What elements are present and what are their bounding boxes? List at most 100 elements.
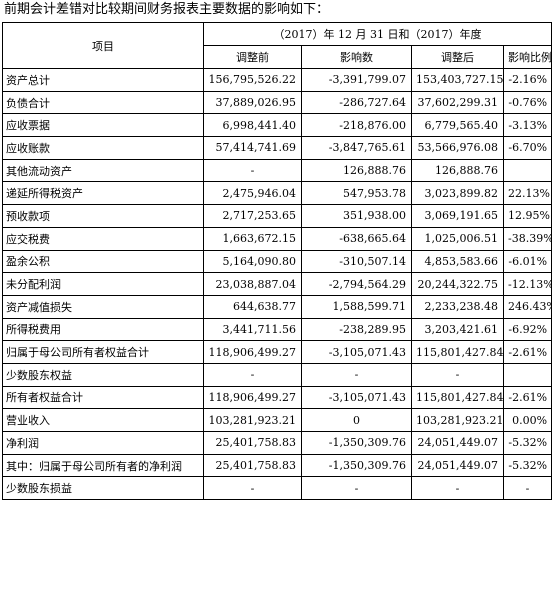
cell-after: 103,281,923.21 xyxy=(411,408,504,432)
cell-impact: -310,507.14 xyxy=(301,249,412,274)
row-label: 少数股东损益 xyxy=(2,476,204,501)
cell-after: 3,069,191.65 xyxy=(411,204,504,228)
cell-before: 156,795,526.22 xyxy=(203,68,302,92)
table-row: 少数股东权益 - - - xyxy=(2,362,553,387)
cell-ratio: 0.00% xyxy=(502,408,553,432)
cell-ratio xyxy=(502,158,553,183)
cell-after: 37,602,299.31 xyxy=(411,90,504,115)
table-row: 负债合计 37,889,026.95 -286,727.64 37,602,299.3… xyxy=(2,90,553,115)
cell-after: 126,888.76 xyxy=(411,158,504,183)
row-label: 归属于母公司所有者权益合计 xyxy=(2,340,204,364)
table-row: 应收票据 6,998,441.40 -218,876.00 6,779,565.40-… xyxy=(2,113,553,138)
cell-after: 20,244,322.75 xyxy=(411,272,504,296)
cell-after: 115,801,427.84 xyxy=(411,340,504,364)
cell-before: - xyxy=(203,362,302,387)
cell-before: 37,889,026.95 xyxy=(203,90,302,115)
cell-after: - xyxy=(411,362,504,387)
cell-after: 3,023,899.82 xyxy=(411,181,504,206)
table-row: 预收款项 2,717,253.65 351,938.00 3,069,191.65 12… xyxy=(2,204,553,228)
cell-after: 2,233,238.48 xyxy=(411,294,504,319)
cell-before: 25,401,758.83 xyxy=(203,431,302,455)
cell-ratio xyxy=(502,362,553,387)
cell-before: 2,475,946.04 xyxy=(203,181,302,206)
cell-before: 23,038,887.04 xyxy=(203,272,302,296)
cell-ratio: -2.61% xyxy=(502,385,553,410)
cell-before: 1,663,672.15 xyxy=(203,226,302,251)
cell-impact: -2,794,564.29 xyxy=(301,272,412,296)
cell-ratio: -2.61% xyxy=(502,340,553,364)
table-body: 资产总计 156,795,526.22 -3,391,799.07 153,403,7… xyxy=(2,68,553,501)
table-row: 其他流动资产 -126,888.76 126,888.76 xyxy=(2,158,553,183)
cell-before: 25,401,758.83 xyxy=(203,453,302,478)
row-label: 净利润 xyxy=(2,431,204,455)
row-label: 应交税费 xyxy=(2,226,204,251)
restatement-table: 项目 （2017）年 12 月 31 日和（2017）年度 调整前 影响数 调整… xyxy=(2,22,553,501)
table-row: 递延所得税资产 2,475,946.04 547,953.78 3,023,899.8… xyxy=(2,181,553,206)
cell-after: 4,853,583.66 xyxy=(411,249,504,274)
cell-impact: -286,727.64 xyxy=(301,90,412,115)
table-row: 资产总计 156,795,526.22 -3,391,799.07 153,403,7… xyxy=(2,68,553,92)
row-label: 负债合计 xyxy=(2,90,204,115)
cell-impact: -3,847,765.61 xyxy=(301,136,412,160)
cell-before: 3,441,711.56 xyxy=(203,317,302,342)
column-header-before: 调整前 xyxy=(203,45,302,69)
cell-ratio: -12.13% xyxy=(502,272,553,296)
row-label: 盈余公积 xyxy=(2,249,204,274)
column-header-ratio: 影响比例 xyxy=(502,45,553,69)
period-header: （2017）年 12 月 31 日和（2017）年度 xyxy=(202,22,553,46)
cell-after: 3,203,421.61 xyxy=(411,317,504,342)
cell-impact: -238,289.95 xyxy=(301,317,412,342)
cell-before: 6,998,441.40 xyxy=(203,113,302,138)
cell-after: 6,779,565.40 xyxy=(411,113,504,138)
cell-impact: - xyxy=(301,476,412,501)
cell-impact: -3,105,071.43 xyxy=(301,340,412,364)
row-label: 资产总计 xyxy=(2,68,204,92)
table-row: 资产减值损失 644,638.77 1,588,599.71 2,233,238.48… xyxy=(2,294,553,319)
cell-impact: -1,350,309.76 xyxy=(301,453,412,478)
cell-impact: 351,938.00 xyxy=(301,204,412,228)
table-row: 归属于母公司所有者权益合计 118,906,499.27 -3,105,071.43… xyxy=(2,340,553,364)
row-label: 营业收入 xyxy=(2,408,204,432)
row-label: 少数股东权益 xyxy=(2,362,204,387)
cell-after: 24,051,449.07 xyxy=(411,453,504,478)
cell-impact: -1,350,309.76 xyxy=(301,431,412,455)
table-row: 应收账款 57,414,741.69 -3,847,765.61 53,566,976… xyxy=(2,136,553,160)
table-row: 未分配利润 23,038,887.04 -2,794,564.29 20,244,32… xyxy=(2,272,553,296)
row-label: 所有者权益合计 xyxy=(2,385,204,410)
cell-impact: 1,588,599.71 xyxy=(301,294,412,319)
row-label: 预收款项 xyxy=(2,204,204,228)
cell-before: - xyxy=(203,158,302,183)
cell-before: 103,281,923.21 xyxy=(203,408,302,432)
table-row: 少数股东损益 - - - - xyxy=(2,476,553,501)
cell-after: 24,051,449.07 xyxy=(411,431,504,455)
table-row: 所有者权益合计 118,906,499.27 -3,105,071.43 115,80… xyxy=(2,385,553,410)
cell-ratio: -3.13% xyxy=(502,113,553,138)
cell-after: - xyxy=(411,476,504,501)
cell-ratio: - xyxy=(502,476,553,501)
cell-impact: -218,876.00 xyxy=(301,113,412,138)
cell-ratio: -38.39% xyxy=(502,226,553,251)
row-label: 资产减值损失 xyxy=(2,294,204,319)
cell-after: 153,403,727.15 xyxy=(411,68,504,92)
row-label: 未分配利润 xyxy=(2,272,204,296)
cell-before: - xyxy=(203,476,302,501)
cell-ratio: -6.92% xyxy=(502,317,553,342)
cell-ratio: -2.16% xyxy=(502,68,553,92)
cell-impact: -638,665.64 xyxy=(301,226,412,251)
cell-after: 115,801,427.84 xyxy=(411,385,504,410)
cell-ratio: -5.32% xyxy=(502,431,553,455)
cell-ratio: 246.43% xyxy=(502,294,553,319)
column-header-impact: 影响数 xyxy=(301,45,412,69)
cell-impact: - xyxy=(301,362,412,387)
table-row: 所得税费用 3,441,711.56 -238,289.95 3,203,421.61… xyxy=(2,317,553,342)
row-label: 其中：归属于母公司所有者的净利润 xyxy=(2,453,204,478)
table-row: 营业收入 103,281,923.21 0 103,281,923.21 0.00% xyxy=(2,408,553,432)
cell-ratio: -0.76% xyxy=(502,90,553,115)
column-header-after: 调整后 xyxy=(411,45,504,69)
cell-after: 53,566,976.08 xyxy=(411,136,504,160)
cell-ratio: -5.32% xyxy=(502,453,553,478)
cell-before: 118,906,499.27 xyxy=(203,385,302,410)
cell-impact: -3,391,799.07 xyxy=(301,68,412,92)
cell-ratio: 22.13% xyxy=(502,181,553,206)
cell-before: 644,638.77 xyxy=(203,294,302,319)
